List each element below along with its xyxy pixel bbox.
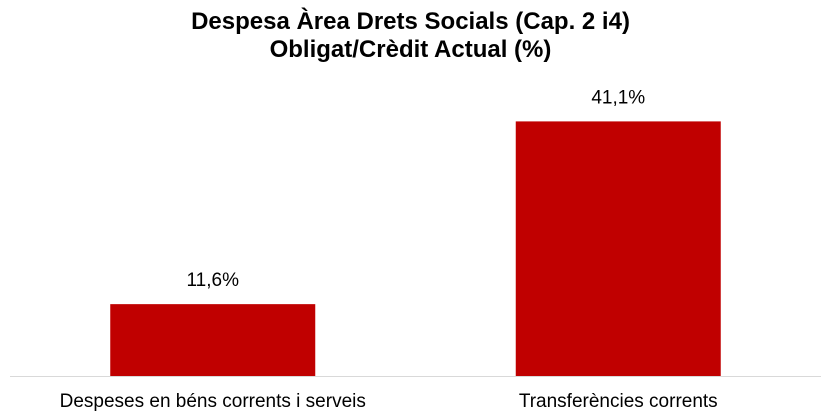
- chart-title-line-2: Obligat/Crèdit Actual (%): [269, 36, 552, 63]
- data-label-1: 11,6%: [187, 270, 240, 291]
- chart-title: Despesa Àrea Drets Socials (Cap. 2 i4) O…: [0, 8, 821, 64]
- bar-1: [110, 304, 316, 376]
- category-label-2: Transferències corrents: [519, 391, 718, 412]
- tick-labels-group: Despeses en béns corrents i serveis Trans…: [60, 391, 718, 412]
- category-label-1: Despeses en béns corrents i serveis: [60, 391, 366, 412]
- chart-title-line-1: Despesa Àrea Drets Socials (Cap. 2 i4): [191, 8, 630, 35]
- data-labels-group: 11,6% 41,1%: [187, 87, 646, 291]
- bar-2: [515, 121, 721, 377]
- data-label-2: 41,1%: [591, 87, 645, 108]
- bars-group: [110, 121, 721, 377]
